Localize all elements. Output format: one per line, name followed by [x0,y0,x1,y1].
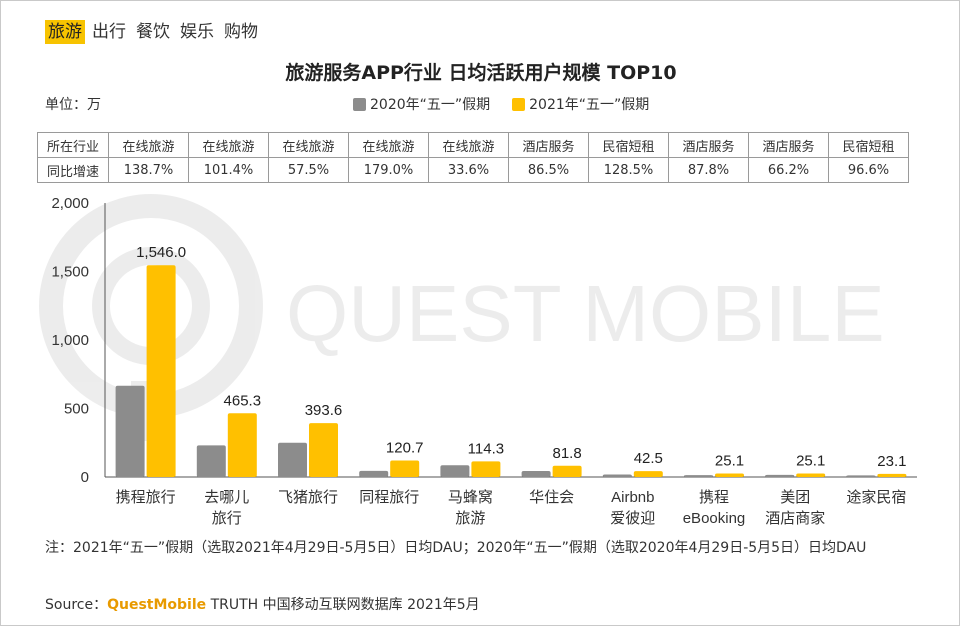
industry-cell: 在线旅游 [428,132,509,158]
y-tick-label: 500 [64,401,89,418]
bar-2021 [796,473,826,477]
source-brand: QuestMobile [107,597,207,613]
bar-2020 [115,385,145,477]
y-tick-label: 1,500 [51,264,89,281]
bar-2021 [552,465,582,477]
growth-cell: 96.6% [828,157,909,183]
growth-header: 同比增速 [37,157,109,183]
bar-2020 [278,442,307,477]
watermark-text: QUEST MOBILE [286,269,885,358]
category-label: eBooking [683,510,746,527]
unit-label: 单位：万 [45,97,101,113]
source-suffix: TRUTH 中国移动互联网数据库 2021年5月 [206,597,480,613]
bar-2021 [877,473,907,477]
footnote: 注：2021年“五一”假期（选取2021年4月29日-5月5日）日均DAU；20… [45,540,867,556]
bar-2021 [633,471,663,477]
category-label: Airbnb [611,489,654,506]
industry-cell: 酒店服务 [508,132,589,158]
industry-row: 所在行业 在线旅游 在线旅游 在线旅游 在线旅游 在线旅游 酒店服务 民宿短租 酒店服务 酒店服… [37,132,909,158]
category-label: 途家民宿 [846,489,906,506]
growth-row: 同比增速 138.7% 101.4% 57.5% 179.0% 33.6% 86.5% 12… [37,157,909,183]
legend-item-2020: 2020年“五一”假期 [353,94,490,114]
bar-2021 [309,423,338,477]
data-label: 25.1 [796,453,825,470]
category-label: 携程旅行 [116,489,176,506]
tab-3[interactable]: 娱乐 [180,22,214,42]
industry-cell: 在线旅游 [348,132,429,158]
category-label: 马蜂窝 [448,488,493,506]
bar-2020 [602,474,632,477]
data-label: 25.1 [715,453,744,470]
data-label: 81.8 [552,445,581,462]
tab-4[interactable]: 购物 [224,22,258,42]
bar-2021 [471,461,501,477]
category-label: 飞猪旅行 [278,489,338,506]
category-label: 华住会 [529,489,574,506]
y-tick-label: 1,000 [51,332,89,349]
bar-2020 [440,465,470,477]
category-label: 酒店商家 [765,510,825,527]
tab-1[interactable]: 出行 [92,22,126,42]
y-tick-label: 0 [81,469,89,486]
data-label: 42.5 [634,450,663,467]
industry-cell: 在线旅游 [188,132,269,158]
category-label: 去哪儿 [204,489,249,506]
legend-item-2021: 2021年“五一”假期 [512,94,649,114]
category-label: 美团 [780,489,810,506]
bar-2020 [196,445,226,477]
data-label: 120.7 [386,439,424,456]
bar-2021 [227,413,257,477]
category-label: 旅游 [455,510,485,527]
bar-2020 [521,470,551,477]
bar-2020 [359,470,389,477]
growth-cell: 33.6% [428,157,509,183]
data-label: 393.6 [305,402,343,419]
growth-cell: 57.5% [268,157,349,183]
growth-cell: 87.8% [668,157,749,183]
category-label: 同程旅行 [359,489,419,506]
legend: 2020年“五一”假期 2021年“五一”假期 [353,94,649,114]
growth-cell: 179.0% [348,157,429,183]
industry-cell: 在线旅游 [108,132,189,158]
bar-2020 [765,474,795,477]
y-tick-label: 2,000 [51,195,89,212]
source-line: Source：QuestMobile TRUTH 中国移动互联网数据库 2021… [45,594,480,614]
category-label: 爱彼迎 [610,510,655,527]
bar-2021 [390,460,420,477]
data-label: 114.3 [468,440,504,457]
legend-swatch-2020 [353,97,366,111]
growth-cell: 138.7% [108,157,189,183]
data-label: 23.1 [877,453,906,470]
category-tabs: 旅游 出行 餐饮 娱乐 购物 [45,20,261,44]
data-label: 465.3 [224,392,262,409]
data-label: 1,546.0 [136,244,186,261]
source-prefix: Source： [45,597,108,613]
legend-label-2020: 2020年“五一”假期 [370,97,491,113]
industry-cell: 民宿短租 [828,132,909,158]
category-label: 携程 [699,489,729,506]
industry-cell: 在线旅游 [268,132,349,158]
bar-2020 [846,475,876,477]
growth-table: 所在行业 在线旅游 在线旅游 在线旅游 在线旅游 在线旅游 酒店服务 民宿短租 酒店服务 酒店服… [37,132,909,183]
industry-cell: 酒店服务 [748,132,829,158]
bar-2021 [715,473,744,477]
category-label: 旅行 [212,510,242,527]
bar-2020 [684,475,713,477]
legend-label-2021: 2021年“五一”假期 [529,97,650,113]
growth-cell: 101.4% [188,157,269,183]
growth-cell: 66.2% [748,157,829,183]
chart-title: 旅游服务APP行业 日均活跃用户规模 TOP10 [285,62,677,84]
bar-2021 [146,265,176,477]
tab-2[interactable]: 餐饮 [136,22,170,42]
industry-cell: 酒店服务 [668,132,749,158]
legend-swatch-2021 [512,97,526,111]
tab-0[interactable]: 旅游 [45,20,85,44]
